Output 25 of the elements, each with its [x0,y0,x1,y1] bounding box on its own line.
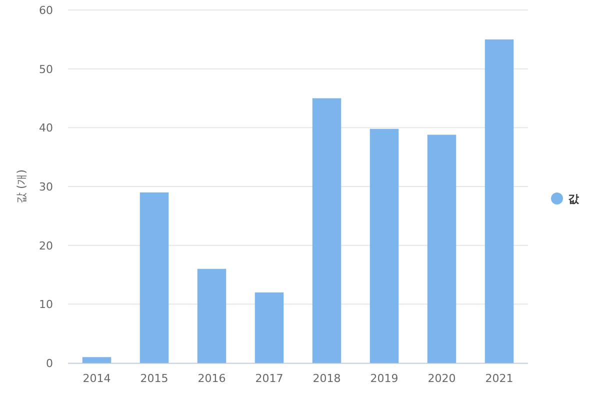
x-tick-label: 2019 [370,372,398,385]
y-tick-label: 50 [39,62,53,76]
bar [484,39,514,363]
bar [197,268,226,363]
x-tick-label: 2015 [140,372,168,385]
legend-label: 값 [568,192,580,206]
y-tick-label: 0 [46,357,53,370]
y-axis-title: 값 (개) [15,169,28,204]
y-tick-label: 30 [39,180,53,194]
y-tick-label: 40 [39,122,53,135]
x-tick-label: 2021 [485,372,514,385]
x-tick-label: 2018 [312,372,341,385]
x-tick-label: 2020 [428,372,456,385]
x-tick-label: 2017 [255,372,284,385]
bar [370,128,399,363]
bar [82,357,112,363]
bar [427,134,456,363]
x-tick-label: 2016 [198,372,226,385]
y-tick-label: 60 [39,4,53,17]
x-tick-label: 2014 [82,372,111,385]
y-tick-label: 20 [39,239,53,252]
bar [140,192,169,363]
bar [312,98,342,363]
bar [254,292,284,363]
y-tick-label: 10 [39,298,53,312]
